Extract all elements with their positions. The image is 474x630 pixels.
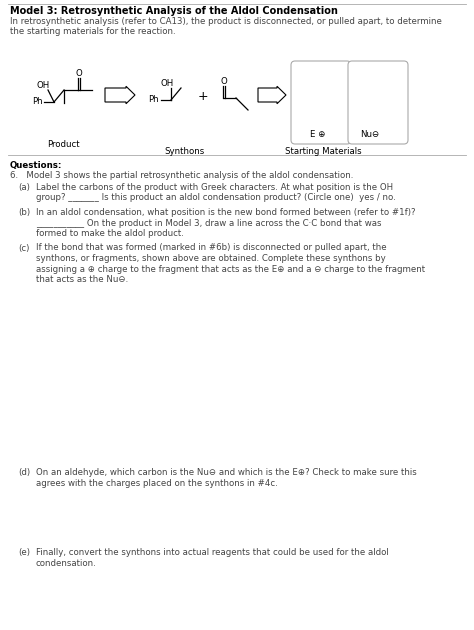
Text: O: O [220,76,228,86]
Text: On an aldehyde, which carbon is the Nu⊖ and which is the E⊕? Check to make sure : On an aldehyde, which carbon is the Nu⊖ … [36,468,417,477]
Text: OH: OH [36,81,50,91]
Text: +: + [198,91,208,103]
Text: In retrosynthetic analysis (refer to CA13), the product is disconnected, or pull: In retrosynthetic analysis (refer to CA1… [10,17,442,26]
Text: formed to make the aldol product.: formed to make the aldol product. [36,229,184,238]
Text: Nu⊖: Nu⊖ [360,130,379,139]
FancyBboxPatch shape [291,61,351,144]
Text: 6.   Model 3 shows the partial retrosynthetic analysis of the aldol condensation: 6. Model 3 shows the partial retrosynthe… [10,171,354,181]
Text: In an aldol condensation, what position is the new bond formed between (refer to: In an aldol condensation, what position … [36,208,416,217]
Text: synthons, or fragments, shown above are obtained. Complete these synthons by: synthons, or fragments, shown above are … [36,254,386,263]
Text: Product: Product [46,140,79,149]
Text: group? _______ Is this product an aldol condensation product? (Circle one)  yes : group? _______ Is this product an aldol … [36,193,396,202]
Text: that acts as the Nu⊖.: that acts as the Nu⊖. [36,275,128,284]
Text: (a): (a) [18,183,30,192]
Text: E ⊕: E ⊕ [310,130,326,139]
Text: ___________ On the product in Model 3, draw a line across the C·C bond that was: ___________ On the product in Model 3, d… [36,219,382,227]
Text: OH: OH [160,79,173,88]
Text: condensation.: condensation. [36,559,97,568]
Text: Model 3: Retrosynthetic Analysis of the Aldol Condensation: Model 3: Retrosynthetic Analysis of the … [10,6,338,16]
FancyBboxPatch shape [348,61,408,144]
Text: (c): (c) [18,244,29,253]
Text: Synthons: Synthons [165,147,205,156]
Text: (e): (e) [18,548,30,557]
Text: O: O [76,69,82,79]
FancyArrow shape [258,86,286,104]
Text: assigning a ⊕ charge to the fragment that acts as the E⊕ and a ⊖ charge to the f: assigning a ⊕ charge to the fragment tha… [36,265,425,273]
Text: If the bond that was formed (marked in #6b) is disconnected or pulled apart, the: If the bond that was formed (marked in #… [36,244,387,253]
Text: (d): (d) [18,468,30,477]
Text: the starting materials for the reaction.: the starting materials for the reaction. [10,27,176,36]
Text: Finally, convert the synthons into actual reagents that could be used for the al: Finally, convert the synthons into actua… [36,548,389,557]
Text: Ph: Ph [32,98,43,106]
FancyArrow shape [105,86,135,104]
Text: Questions:: Questions: [10,161,63,170]
Text: agrees with the charges placed on the synthons in #4c.: agrees with the charges placed on the sy… [36,479,278,488]
Text: (b): (b) [18,208,30,217]
Text: Starting Materials: Starting Materials [285,147,361,156]
Text: Ph: Ph [148,96,159,105]
Text: Label the carbons of the product with Greek characters. At what position is the : Label the carbons of the product with Gr… [36,183,393,192]
